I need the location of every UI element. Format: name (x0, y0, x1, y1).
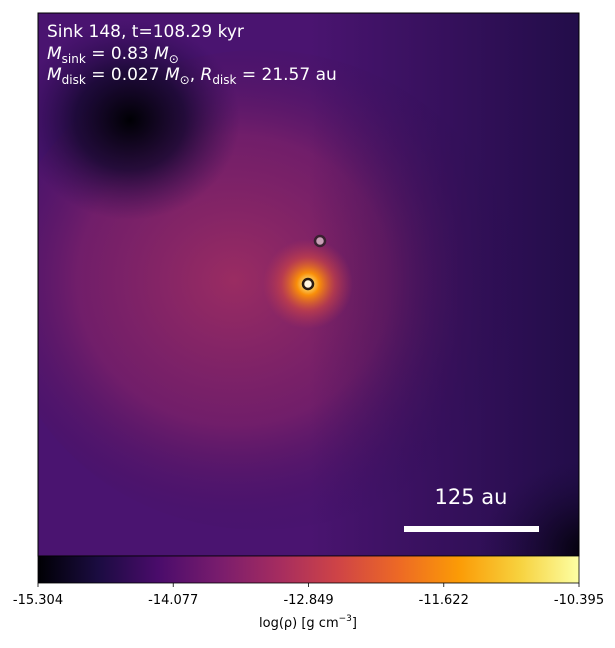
colorbar-tick-label: -14.077 (148, 593, 198, 608)
radius-value: = 21.57 au (236, 65, 336, 85)
label-superscript: −3 (339, 614, 352, 624)
disk-info: Mdisk = 0.027 M⊙, Rdisk = 21.57 au (47, 65, 337, 87)
label-text: log(ρ) [g cm (259, 616, 339, 631)
colorbar-tick-label: -12.849 (283, 593, 333, 608)
subscript: sink (62, 52, 86, 66)
symbol: M (47, 65, 62, 85)
radius-subscript: disk (212, 73, 236, 87)
sink-marker (313, 234, 327, 248)
symbol: M (47, 44, 62, 64)
colorbar-tick-label: -15.304 (13, 593, 63, 608)
unit: M (165, 65, 180, 85)
value: = 0.83 (86, 44, 154, 64)
scale-bar-label: 125 au (435, 485, 508, 509)
separator: , (190, 65, 201, 85)
sink-mass: Msink = 0.83 M⊙ (47, 44, 179, 66)
header: Sink 148, t=108.29 kyr (47, 22, 244, 42)
density-map (38, 13, 579, 556)
subscript: disk (62, 73, 86, 87)
colorbar-tick-label: -10.395 (554, 593, 604, 608)
radius-symbol: R (201, 65, 213, 85)
colorbar-tick-label: -11.622 (419, 593, 469, 608)
unit-subscript: ⊙ (180, 73, 190, 87)
value: = 0.027 (86, 65, 165, 85)
colorbar-label: log(ρ) [g cm−3] (259, 614, 357, 631)
unit: M (154, 44, 169, 64)
colorbar (37, 555, 580, 584)
sink-marker (301, 277, 315, 291)
label-close: ] (352, 616, 357, 631)
unit-subscript: ⊙ (169, 52, 179, 66)
